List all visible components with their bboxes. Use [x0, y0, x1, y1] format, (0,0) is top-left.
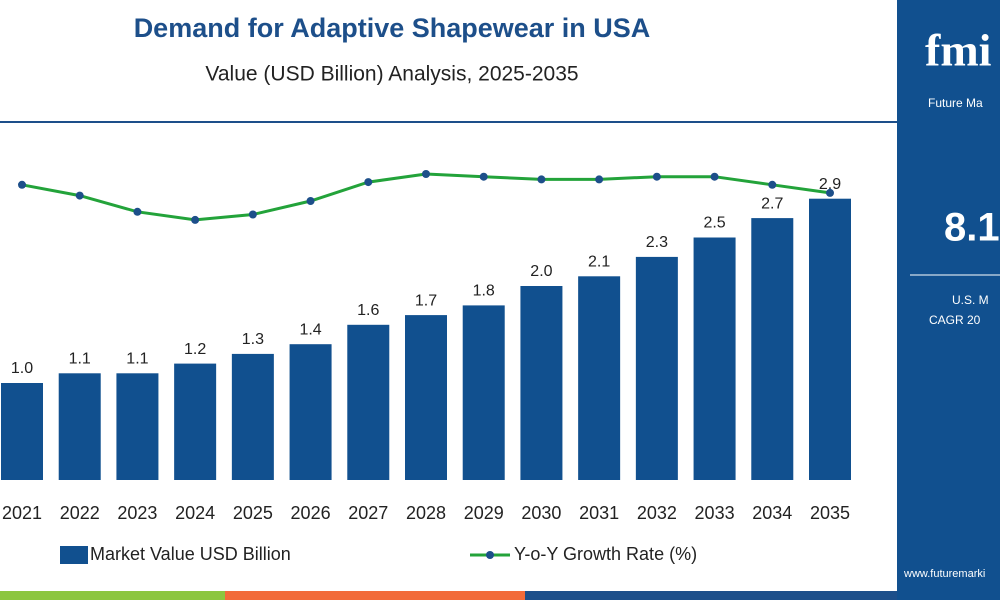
- value-label: 1.8: [473, 283, 495, 300]
- value-label: 1.0: [11, 360, 33, 377]
- x-tick-label: 2027: [348, 503, 388, 523]
- x-tick-label: 2024: [175, 503, 215, 523]
- x-tick-label: 2034: [752, 503, 792, 523]
- growth-point: [364, 178, 373, 187]
- value-label: 1.4: [299, 321, 321, 338]
- bar: [809, 198, 851, 480]
- bar: [347, 324, 390, 480]
- panel-text: U.S. M: [952, 293, 989, 307]
- growth-point: [248, 210, 257, 219]
- chart-title: Demand for Adaptive Shapewear in USA: [134, 13, 651, 43]
- legend-label: Y-o-Y Growth Rate (%): [514, 544, 697, 564]
- growth-point: [652, 172, 661, 181]
- growth-point: [306, 197, 315, 205]
- growth-point: [18, 180, 26, 189]
- x-tick-label: 2021: [2, 503, 42, 523]
- value-label: 2.3: [646, 234, 668, 251]
- growth-point: [710, 172, 719, 181]
- x-tick-label: 2033: [695, 503, 735, 523]
- value-label: 1.2: [184, 341, 206, 358]
- footer-strip: [525, 591, 897, 600]
- growth-point: [479, 172, 488, 181]
- value-label: 2.9: [819, 176, 841, 193]
- value-label: 1.7: [415, 292, 437, 309]
- x-tick-label: 2035: [810, 503, 850, 523]
- value-label: 1.1: [69, 351, 91, 368]
- value-label: 2.7: [761, 195, 783, 212]
- value-label: 2.1: [588, 254, 610, 271]
- x-tick-label: 2031: [579, 503, 619, 523]
- x-tick-label: 2022: [60, 503, 100, 523]
- growth-point: [826, 188, 834, 197]
- x-tick-label: 2023: [117, 503, 157, 523]
- legend-swatch: [60, 546, 88, 564]
- panel-website: www.futuremarki: [903, 568, 985, 580]
- bar: [635, 256, 678, 480]
- legend-swatch: [486, 551, 494, 559]
- footer-strip: [0, 591, 225, 600]
- growth-point: [75, 191, 84, 200]
- bar: [116, 373, 159, 480]
- bar: [174, 363, 217, 480]
- bar: [231, 353, 274, 480]
- side-panel: [897, 0, 1000, 600]
- footer-strip: [225, 591, 525, 600]
- bar: [520, 286, 563, 480]
- growth-point: [422, 170, 430, 178]
- growth-point: [595, 175, 604, 184]
- bar: [578, 276, 621, 480]
- growth-point: [768, 180, 777, 189]
- value-label: 2.0: [530, 263, 552, 280]
- panel-headline: 8.1: [944, 206, 1000, 250]
- value-label: 2.5: [703, 215, 725, 232]
- x-tick-label: 2029: [464, 503, 504, 523]
- x-tick-label: 2028: [406, 503, 446, 523]
- panel-brand: Future Ma: [928, 96, 983, 110]
- x-tick-label: 2032: [637, 503, 677, 523]
- growth-point: [537, 175, 546, 184]
- bar: [289, 344, 332, 480]
- bar: [1, 383, 43, 480]
- x-tick-label: 2030: [521, 503, 561, 523]
- bar: [405, 315, 447, 480]
- chart-subtitle: Value (USD Billion) Analysis, 2025-2035: [205, 63, 578, 86]
- bar: [462, 305, 505, 480]
- growth-point: [133, 207, 142, 216]
- panel-text: CAGR 20: [929, 313, 981, 327]
- growth-point: [191, 215, 200, 224]
- bar: [58, 373, 101, 480]
- value-label: 1.1: [126, 351, 148, 368]
- value-label: 1.3: [242, 331, 264, 348]
- bar: [693, 237, 736, 480]
- legend-label: Market Value USD Billion: [90, 544, 291, 564]
- bar: [751, 218, 794, 480]
- value-label: 1.6: [357, 302, 379, 319]
- x-tick-label: 2025: [233, 503, 273, 523]
- panel-logo: fmi: [925, 25, 992, 76]
- x-tick-label: 2026: [291, 503, 331, 523]
